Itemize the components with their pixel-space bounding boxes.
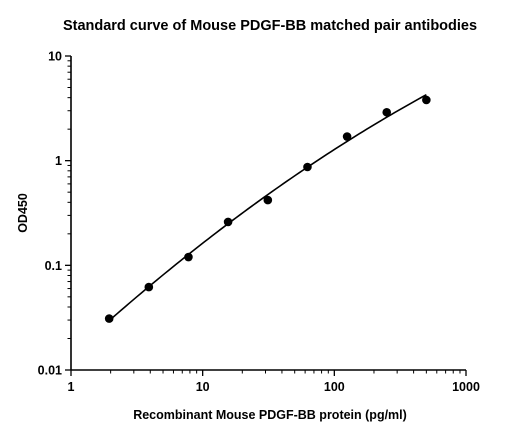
data-point [184, 252, 193, 262]
x-tick-label: 1 [68, 380, 75, 394]
data-point [303, 162, 312, 172]
x-tick-label: 10 [196, 380, 210, 394]
data-point [263, 195, 273, 205]
axes [70, 56, 466, 371]
fit-curve [108, 93, 427, 322]
data-point [342, 132, 352, 141]
chart-title: Standard curve of Mouse PDGF-BB matched … [63, 18, 477, 34]
data-point [104, 314, 114, 323]
data-point [223, 217, 233, 227]
data-point [422, 95, 431, 105]
data-point [382, 107, 392, 117]
y-tick-label: 1 [55, 154, 62, 168]
axis-ticks: 1 10 100 1000 0.01 0.1 1 10 [38, 50, 480, 395]
data-points-layer [104, 95, 431, 323]
y-tick-label: 0.1 [45, 259, 62, 273]
y-tick-label: 0.01 [38, 364, 62, 378]
x-tick-label: 1000 [452, 380, 480, 394]
x-axis-label: Recombinant Mouse PDGF-BB protein (pg/ml… [133, 408, 407, 422]
y-axis-label: OD450 [16, 193, 30, 233]
y-tick-label: 10 [48, 50, 62, 64]
x-tick-label: 100 [324, 380, 345, 394]
fit-curve-layer [108, 93, 427, 322]
data-point [144, 282, 154, 292]
